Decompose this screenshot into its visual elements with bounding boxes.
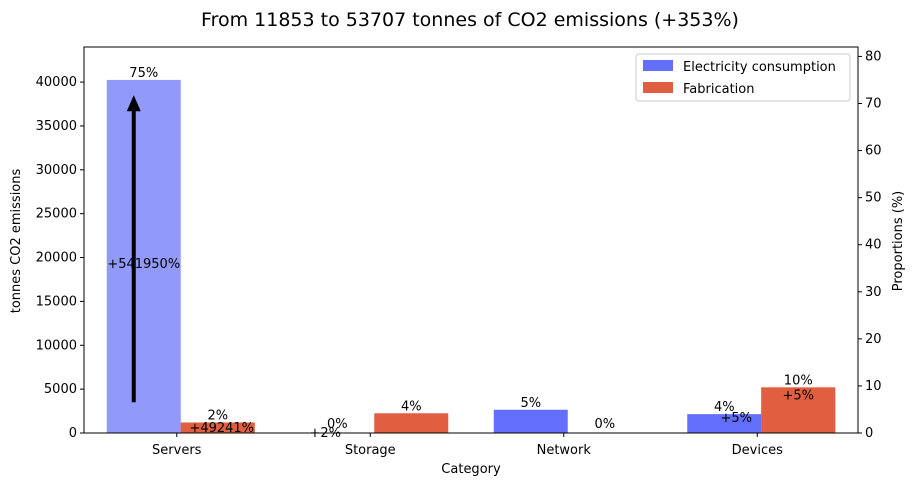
- proportion-label: 0%: [327, 417, 348, 432]
- proportion-label: 10%: [784, 373, 813, 388]
- plot-frame: [83, 46, 859, 434]
- y-tick-label-left: 35000: [36, 119, 77, 134]
- y-tick-label-left: 25000: [36, 207, 77, 222]
- y-tick-label-right: 60: [865, 144, 882, 159]
- bar-fabrication-servers: [180, 422, 255, 433]
- data-labels-layer: 75%+541950%0%+2%5% 4%+5%2%+49241%4%0%10%+…: [107, 66, 814, 441]
- change-arrow-head: [126, 95, 141, 112]
- legend-box: [635, 53, 851, 102]
- change-label: +5%: [782, 388, 814, 403]
- bar-fabrication-devices: [761, 387, 836, 433]
- y-tick-label-right: 50: [865, 191, 882, 206]
- proportion-label: 5%: [520, 396, 541, 411]
- y-tick-label-right: 10: [865, 379, 882, 394]
- chart-title: From 11853 to 53707 tonnes of CO2 emissi…: [201, 9, 739, 31]
- y-tick-label-left: 30000: [36, 163, 77, 178]
- arrow-layer: [126, 95, 141, 403]
- bar-fabrication-storage: [374, 413, 449, 433]
- proportion-label: 2%: [207, 408, 228, 423]
- x-axis-label: Category: [441, 462, 501, 477]
- proportion-label: 0%: [594, 417, 615, 432]
- y-tick-label-left: 0: [69, 426, 77, 441]
- change-label: +49241%: [189, 421, 254, 436]
- bar-previous-electricity-consumption-servers: [106, 79, 181, 433]
- bar-electricity-consumption-network: [493, 409, 568, 433]
- y-tick-label-left: 15000: [36, 294, 77, 309]
- bar-electricity-consumption-devices: [687, 414, 762, 433]
- x-tick-label: Servers: [152, 443, 202, 458]
- x-tick-label: Network: [537, 443, 592, 458]
- y-tick-label-right: 0: [865, 426, 873, 441]
- legend-swatch-fabrication: [643, 82, 673, 93]
- x-tick-label: Devices: [732, 443, 783, 458]
- proportion-label: 4%: [714, 400, 735, 415]
- y-axis-label-left: tonnes CO2 emissions: [9, 169, 24, 314]
- y-tick-label-right: 40: [865, 238, 882, 253]
- proportion-label: 4%: [401, 399, 422, 414]
- y-tick-label-left: 20000: [36, 251, 77, 266]
- proportion-label: 75%: [129, 66, 158, 81]
- change-label: +5%: [720, 411, 752, 426]
- y-axis-label-right: Proportions (%): [891, 191, 906, 291]
- legend: Electricity consumption Fabrication: [635, 53, 851, 102]
- axes-layer: 0 5000 10000 15000 20000 25000 30000 35000 40000…: [36, 46, 882, 458]
- y-tick-label-right: 30: [865, 285, 882, 300]
- y-tick-label-left: 40000: [36, 75, 77, 90]
- y-tick-label-left: 5000: [44, 382, 77, 397]
- legend-label-fabrication: Fabrication: [683, 82, 754, 97]
- y-tick-label-right: 20: [865, 332, 882, 347]
- change-label: +541950%: [107, 257, 180, 272]
- legend-label-electricity: Electricity consumption: [683, 60, 836, 75]
- y-tick-label-right: 80: [865, 49, 882, 64]
- legend-swatch-electricity: [643, 60, 673, 71]
- y-tick-label-right: 70: [865, 96, 882, 111]
- x-tick-label: Storage: [345, 443, 396, 458]
- y-tick-label-left: 10000: [36, 338, 77, 353]
- bars-layer: [106, 79, 836, 433]
